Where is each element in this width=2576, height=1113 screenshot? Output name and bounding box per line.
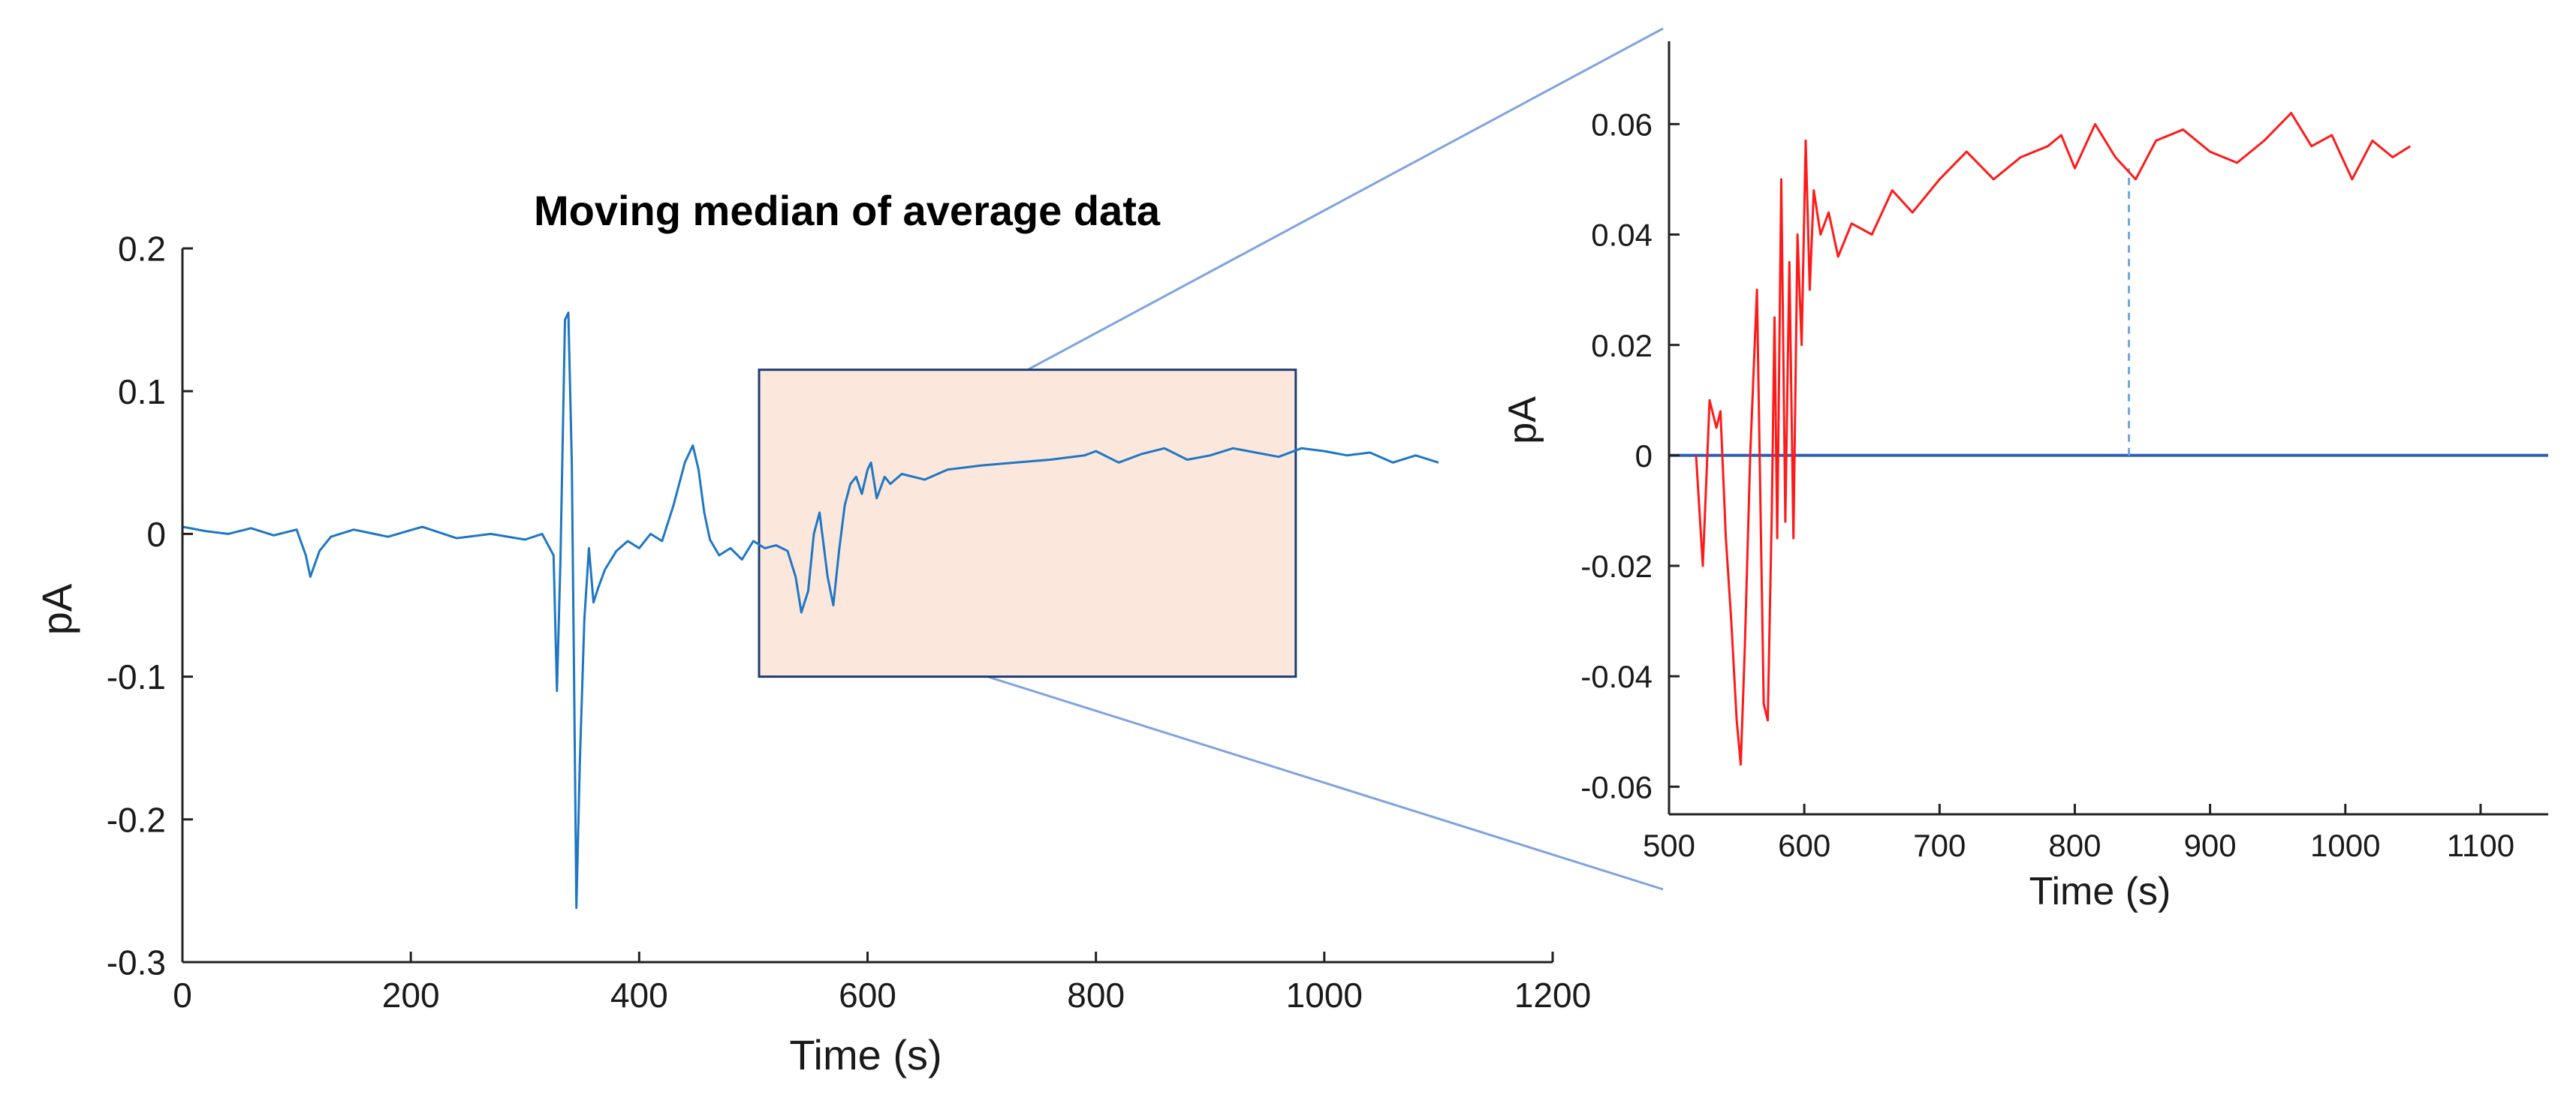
zoom-x-tick-label: 1100 xyxy=(2447,828,2514,863)
main-x-tick-label: 1200 xyxy=(1514,976,1591,1015)
zoom-y-tick-label: -0.02 xyxy=(1580,549,1653,584)
zoom-series-line xyxy=(1695,112,2411,766)
zoom-y-axis-label: pA xyxy=(1501,396,1544,444)
main-y-tick-label: -0.3 xyxy=(107,943,166,982)
main-y-tick-label: -0.2 xyxy=(107,800,166,839)
main-x-tick-label: 400 xyxy=(610,976,668,1015)
zoom-y-tick-label: -0.04 xyxy=(1580,659,1653,694)
zoom-y-ticks: 0.06 0.04 0.02 0 -0.02 -0.04 -0.06 xyxy=(1580,107,1680,805)
main-x-tick-label: 0 xyxy=(173,976,192,1015)
zoom-y-tick-label: -0.06 xyxy=(1580,769,1653,805)
main-series-line xyxy=(182,311,1439,910)
main-x-ticks: 0 200 400 600 800 1000 1200 xyxy=(173,952,1591,1015)
main-x-tick-label: 200 xyxy=(382,976,440,1015)
highlight-region xyxy=(758,368,1297,678)
zoom-y-tick-label: 0.04 xyxy=(1591,218,1653,253)
zoom-y-tick-label: 0 xyxy=(1635,438,1653,474)
zoom-y-tick-label: 0.06 xyxy=(1591,107,1653,142)
zoom-x-ticks: 500 600 700 800 900 1000 1100 xyxy=(1643,804,2514,863)
zoom-connector-top xyxy=(1028,27,1664,371)
zoom-y-tick-label: 0.02 xyxy=(1591,328,1653,363)
main-y-tick-label: 0 xyxy=(146,515,166,554)
main-x-axis-label: Time (s) xyxy=(789,1031,942,1078)
main-x-tick-label: 600 xyxy=(839,976,896,1015)
main-y-ticks: 0.2 0.1 0 -0.1 -0.2 -0.3 xyxy=(107,230,193,982)
zoom-x-axis-label: Time (s) xyxy=(2029,870,2171,913)
zoom-x-tick-label: 1000 xyxy=(2310,828,2380,863)
main-chart-title: Moving median of average data xyxy=(534,187,1161,234)
zoom-x-tick-label: 800 xyxy=(2048,828,2101,863)
zoom-chart: 500 600 700 800 900 1000 1100 0.06 0.04 0.02 0 -0.… xyxy=(1501,41,2548,913)
main-chart: 0 200 400 600 800 1000 1200 0.2 0.1 0 -0.1 -0.2 -0.… xyxy=(33,187,1591,1078)
main-y-tick-label: 0.1 xyxy=(118,372,166,411)
zoom-x-tick-label: 700 xyxy=(1913,828,1966,863)
main-y-tick-label: -0.1 xyxy=(107,657,166,696)
main-y-axis-label: pA xyxy=(33,583,80,635)
zoom-connector-bottom xyxy=(983,674,1664,891)
main-y-tick-label: 0.2 xyxy=(118,230,166,269)
zoom-x-tick-label: 600 xyxy=(1778,828,1830,863)
zoom-x-tick-label: 900 xyxy=(2184,828,2237,863)
zoom-x-tick-label: 500 xyxy=(1643,828,1695,863)
main-x-tick-label: 1000 xyxy=(1286,976,1363,1015)
main-x-tick-label: 800 xyxy=(1067,976,1125,1015)
